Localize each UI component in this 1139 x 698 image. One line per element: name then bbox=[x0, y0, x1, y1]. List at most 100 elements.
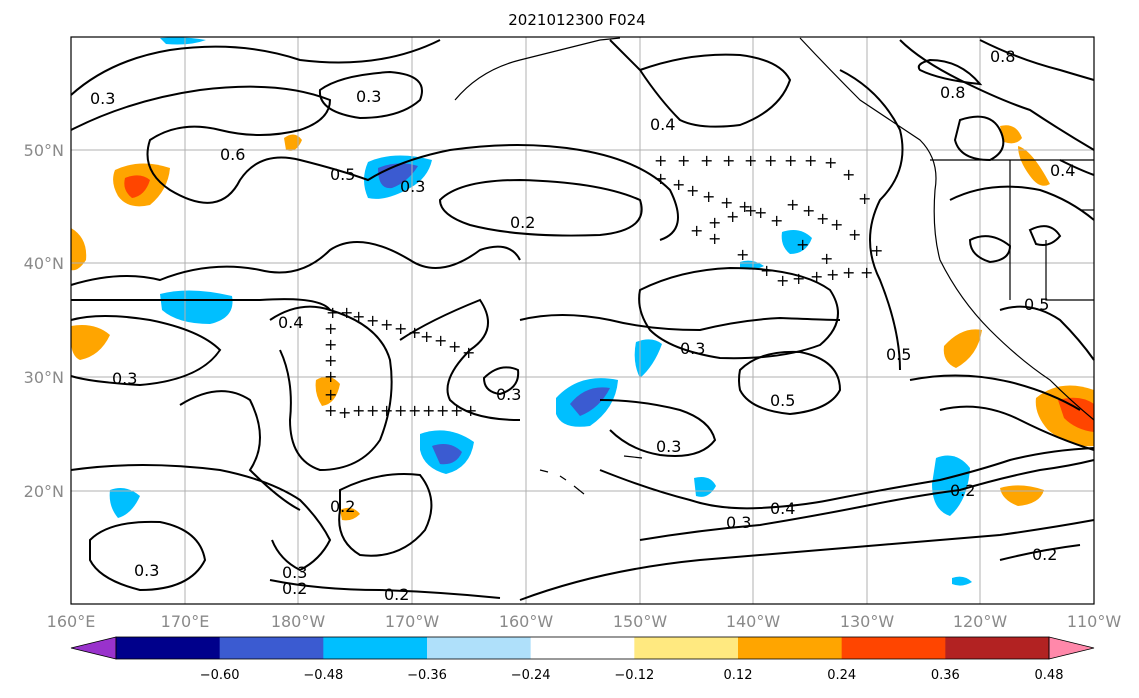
marker-plus: + bbox=[448, 337, 461, 356]
marker-plus: + bbox=[842, 165, 855, 184]
colorbar-labels: −0.60 −0.48 −0.36 −0.24 −0.12 0.12 0.24 0.36 0.4… bbox=[200, 668, 1139, 683]
marker-plus: + bbox=[686, 181, 699, 200]
contour-label: 0.2 bbox=[1032, 545, 1057, 564]
shade-orange-patch bbox=[943, 329, 982, 368]
marker-plus: + bbox=[784, 151, 797, 170]
lon-tick-label: 170°E bbox=[161, 612, 210, 631]
lon-tick-label: 110°W bbox=[1067, 612, 1122, 631]
colorbar-tick-label: 0.24 bbox=[827, 668, 856, 683]
colorbar-tick-label: −0.60 bbox=[200, 668, 240, 683]
marker-plus: + bbox=[708, 229, 721, 248]
contour-label: 0.3 bbox=[400, 177, 425, 196]
marker-plus: + bbox=[324, 335, 337, 354]
marker-plus: + bbox=[380, 315, 393, 334]
shade-blue-patch bbox=[781, 230, 812, 254]
lat-axis: 20°N 30°N 40°N 50°N bbox=[24, 141, 64, 501]
colorbar-tick-label: 0.12 bbox=[724, 668, 753, 683]
marker-plus: + bbox=[434, 331, 447, 350]
lat-tick-label: 20°N bbox=[24, 482, 64, 501]
lon-tick-label: 140°W bbox=[726, 612, 781, 631]
contour-label: 0.4 bbox=[770, 499, 795, 518]
marker-plus: + bbox=[824, 153, 837, 172]
shade-orange-patch bbox=[340, 507, 360, 521]
contour-label: 0.2 bbox=[330, 497, 355, 516]
shade-orange-patch bbox=[315, 376, 340, 406]
shade-blue-patch bbox=[634, 339, 662, 378]
marker-plus: + bbox=[677, 151, 690, 170]
marker-plus: + bbox=[436, 401, 449, 420]
marker-plus: + bbox=[422, 401, 435, 420]
contour-label: 0.3 bbox=[726, 513, 751, 532]
marker-plus: + bbox=[804, 151, 817, 170]
marker-plus: + bbox=[760, 261, 773, 280]
shade-red-core bbox=[124, 175, 150, 198]
shade-orange-patch bbox=[71, 228, 87, 271]
contour-label: 0.2 bbox=[510, 213, 535, 232]
shade-orange-patch bbox=[71, 325, 110, 360]
contour-label: 0.3 bbox=[656, 437, 681, 456]
contour-label: 0.2 bbox=[384, 585, 409, 604]
marker-plus: + bbox=[870, 241, 883, 260]
marker-plus: + bbox=[792, 269, 805, 288]
marker-plus: + bbox=[786, 195, 799, 214]
colorbar-segment bbox=[116, 637, 221, 659]
contour-label: 0.3 bbox=[356, 87, 381, 106]
colorbar-segment bbox=[323, 637, 428, 659]
marker-plus: + bbox=[672, 175, 685, 194]
contour-label: 0.4 bbox=[278, 313, 303, 332]
marker-plus: + bbox=[338, 403, 351, 422]
lon-tick-label: 160°E bbox=[47, 612, 96, 631]
lon-tick-label: 130°W bbox=[840, 612, 895, 631]
marker-plus: + bbox=[450, 401, 463, 420]
marker-plus: + bbox=[816, 209, 829, 228]
marker-plus: + bbox=[842, 263, 855, 282]
contour-label: 0.4 bbox=[650, 115, 675, 134]
contour-label: 0.5 bbox=[886, 345, 911, 364]
contour-label: 0.3 bbox=[496, 385, 521, 404]
marker-plus: + bbox=[776, 271, 789, 290]
marker-plus: + bbox=[340, 303, 353, 322]
marker-plus: + bbox=[408, 323, 421, 342]
marker-plus: + bbox=[352, 401, 365, 420]
colorbar-tick-label: −0.24 bbox=[511, 668, 551, 683]
colorbar-frame bbox=[115, 636, 1050, 660]
marker-plus: + bbox=[654, 169, 667, 188]
marker-plus: + bbox=[690, 221, 703, 240]
marker-plus: + bbox=[462, 343, 475, 362]
map-frame bbox=[70, 36, 1095, 605]
figure-title: 2021012300 F024 bbox=[508, 11, 645, 29]
contour-label: 0.6 bbox=[220, 145, 245, 164]
map-panel: + + + + + + + + + + + + + + + + + + + + … bbox=[70, 36, 1095, 605]
contour-label: 0.2 bbox=[282, 579, 307, 598]
marker-plus: + bbox=[826, 265, 839, 284]
marker-plus: + bbox=[764, 151, 777, 170]
shade-blue-patch bbox=[952, 576, 972, 586]
marker-plus: + bbox=[848, 225, 861, 244]
marker-plus: + bbox=[802, 201, 815, 220]
marker-plus: + bbox=[720, 193, 733, 212]
marker-plus: + bbox=[324, 401, 337, 420]
contour-label: 0.3 bbox=[112, 369, 137, 388]
colorbar-tick-label: −0.36 bbox=[407, 668, 447, 683]
colorbar-tick-label: 0.48 bbox=[1035, 668, 1064, 683]
marker-plus: + bbox=[324, 351, 337, 370]
colorbar-segment bbox=[427, 637, 532, 659]
plus-markers: + + + + + + + + + + + + + + + + + + + + … bbox=[324, 151, 883, 422]
marker-plus: + bbox=[352, 307, 365, 326]
coastlines bbox=[454, 37, 1095, 495]
marker-plus: + bbox=[380, 401, 393, 420]
shade-blue-patch bbox=[160, 290, 233, 324]
marker-plus: + bbox=[324, 319, 337, 338]
contour-labels: 0.3 0.3 0.6 0.5 0.3 0.2 0.4 0.8 0.8 0.4 … bbox=[90, 47, 1075, 604]
marker-plus: + bbox=[858, 189, 871, 208]
lat-tick-label: 50°N bbox=[24, 141, 64, 160]
marker-plus: + bbox=[324, 367, 337, 386]
colorbar-extend-high bbox=[1048, 636, 1095, 660]
marker-plus: + bbox=[770, 211, 783, 230]
marker-plus: + bbox=[708, 213, 721, 232]
marker-plus: + bbox=[700, 151, 713, 170]
colorbar-tick-label: −0.12 bbox=[614, 668, 654, 683]
marker-plus: + bbox=[464, 401, 477, 420]
marker-plus: + bbox=[738, 197, 751, 216]
